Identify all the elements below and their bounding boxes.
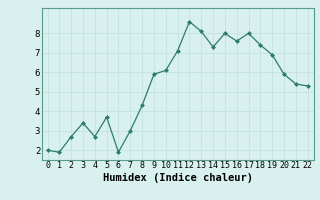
X-axis label: Humidex (Indice chaleur): Humidex (Indice chaleur) — [103, 173, 252, 183]
